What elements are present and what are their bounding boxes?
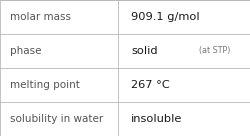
Text: solubility in water: solubility in water <box>10 114 103 124</box>
Text: 267 °C: 267 °C <box>130 80 169 90</box>
Text: molar mass: molar mass <box>10 12 71 22</box>
Text: insoluble: insoluble <box>130 114 182 124</box>
Text: phase: phase <box>10 46 41 56</box>
Text: melting point: melting point <box>10 80 80 90</box>
Text: (at STP): (at STP) <box>198 47 229 55</box>
Text: 909.1 g/mol: 909.1 g/mol <box>130 12 199 22</box>
Text: solid: solid <box>130 46 157 56</box>
